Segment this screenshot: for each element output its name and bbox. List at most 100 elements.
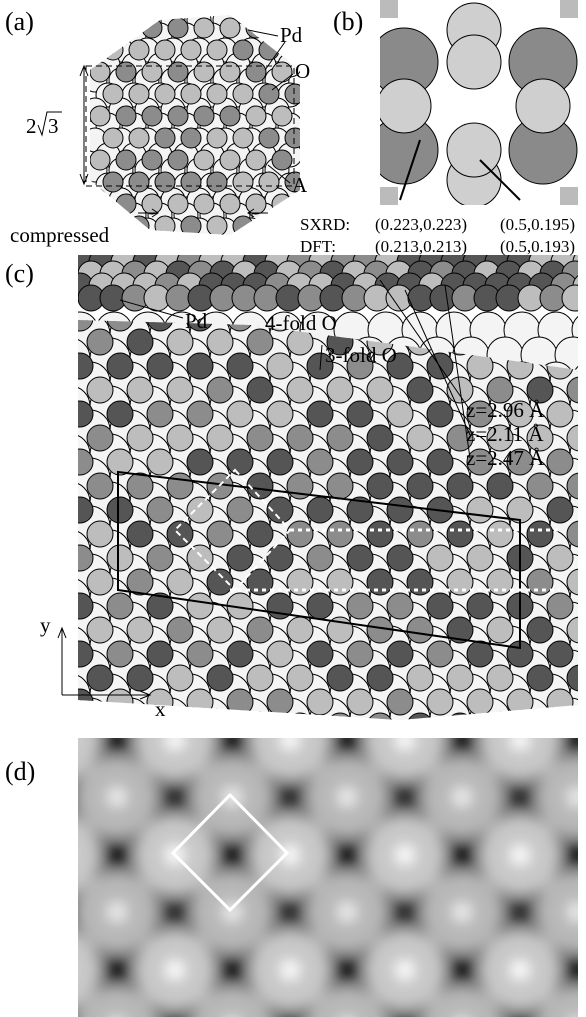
atom <box>146 592 174 620</box>
atom <box>115 17 137 39</box>
atom <box>277 202 300 228</box>
atom <box>90 15 108 33</box>
axes-arrows <box>57 626 152 700</box>
stm-spot <box>391 783 419 811</box>
atom <box>366 472 394 500</box>
stm-spot <box>78 738 100 776</box>
stm-spot <box>333 841 361 869</box>
atom <box>141 61 163 83</box>
atom <box>128 171 150 193</box>
atom <box>154 171 176 193</box>
atom <box>258 215 280 235</box>
atom <box>246 520 274 548</box>
atom <box>326 520 354 548</box>
atom <box>526 376 554 404</box>
atom <box>366 712 394 720</box>
atom-group <box>46 738 578 1017</box>
atom <box>126 664 154 692</box>
atom <box>206 568 234 596</box>
atom <box>446 568 474 596</box>
atom <box>206 83 228 105</box>
atom <box>106 640 134 668</box>
atom <box>486 664 514 692</box>
atom <box>126 424 154 452</box>
atom <box>232 39 254 61</box>
atom <box>166 664 194 692</box>
atom <box>128 83 150 105</box>
atom <box>128 127 150 149</box>
atom <box>219 149 241 171</box>
atom <box>106 448 134 476</box>
atom <box>366 424 394 452</box>
atom <box>286 520 314 548</box>
atom <box>86 376 114 404</box>
atom <box>566 472 578 500</box>
atom <box>486 712 514 720</box>
atom <box>366 376 394 404</box>
atom <box>245 149 267 171</box>
atom <box>78 688 94 716</box>
atom <box>245 193 267 215</box>
atom <box>346 448 374 476</box>
atom <box>486 520 514 548</box>
stm-spot <box>452 902 472 922</box>
stm-spot <box>107 787 127 807</box>
cell-outline <box>173 468 292 592</box>
atom <box>406 376 434 404</box>
root-sign <box>37 111 62 137</box>
atom <box>386 688 414 716</box>
atom <box>246 664 274 692</box>
atom <box>406 424 434 452</box>
atom <box>346 688 374 716</box>
atom <box>406 712 434 720</box>
panel-label: (d) <box>5 757 35 786</box>
atom <box>566 424 578 452</box>
atom <box>264 217 290 235</box>
stm-spot <box>510 1013 530 1017</box>
atom <box>206 127 228 149</box>
stm-spot <box>395 738 415 750</box>
stm-spot <box>537 757 578 837</box>
table-cell: (0.223,0.223) <box>375 215 467 234</box>
atom <box>186 320 214 332</box>
atom <box>141 193 163 215</box>
atom <box>226 400 254 428</box>
atom <box>90 193 111 215</box>
stm-spot <box>46 898 74 926</box>
atom <box>406 472 434 500</box>
table-cell: (0.5,0.193) <box>500 237 575 256</box>
atom <box>286 424 314 452</box>
atom <box>284 83 300 105</box>
atom <box>306 448 334 476</box>
atom <box>426 448 454 476</box>
arrow-heads <box>79 64 89 186</box>
stm-spot <box>395 845 415 865</box>
atom <box>226 544 254 572</box>
atom <box>206 424 234 452</box>
stm-spot <box>308 987 386 1017</box>
stm-spot <box>391 898 419 926</box>
atom <box>115 61 137 83</box>
atom <box>90 17 111 39</box>
atom <box>146 496 174 524</box>
atom <box>167 105 189 127</box>
atom <box>266 352 294 380</box>
atom <box>226 496 254 524</box>
atom <box>106 592 134 620</box>
leader-lines <box>247 29 294 184</box>
atom <box>108 15 134 33</box>
stm-spot <box>452 787 472 807</box>
atom <box>90 37 108 63</box>
stm-spot <box>333 738 361 754</box>
atom <box>515 78 571 134</box>
atom <box>266 688 294 716</box>
atom <box>102 39 124 61</box>
atom <box>546 544 574 572</box>
stm-spot <box>563 956 578 984</box>
atom <box>154 83 176 105</box>
stm-spot <box>193 987 271 1017</box>
dimension-coef: 2 <box>26 114 37 138</box>
stm-spot <box>506 783 534 811</box>
stm-spot <box>506 898 534 926</box>
atom <box>180 39 202 61</box>
